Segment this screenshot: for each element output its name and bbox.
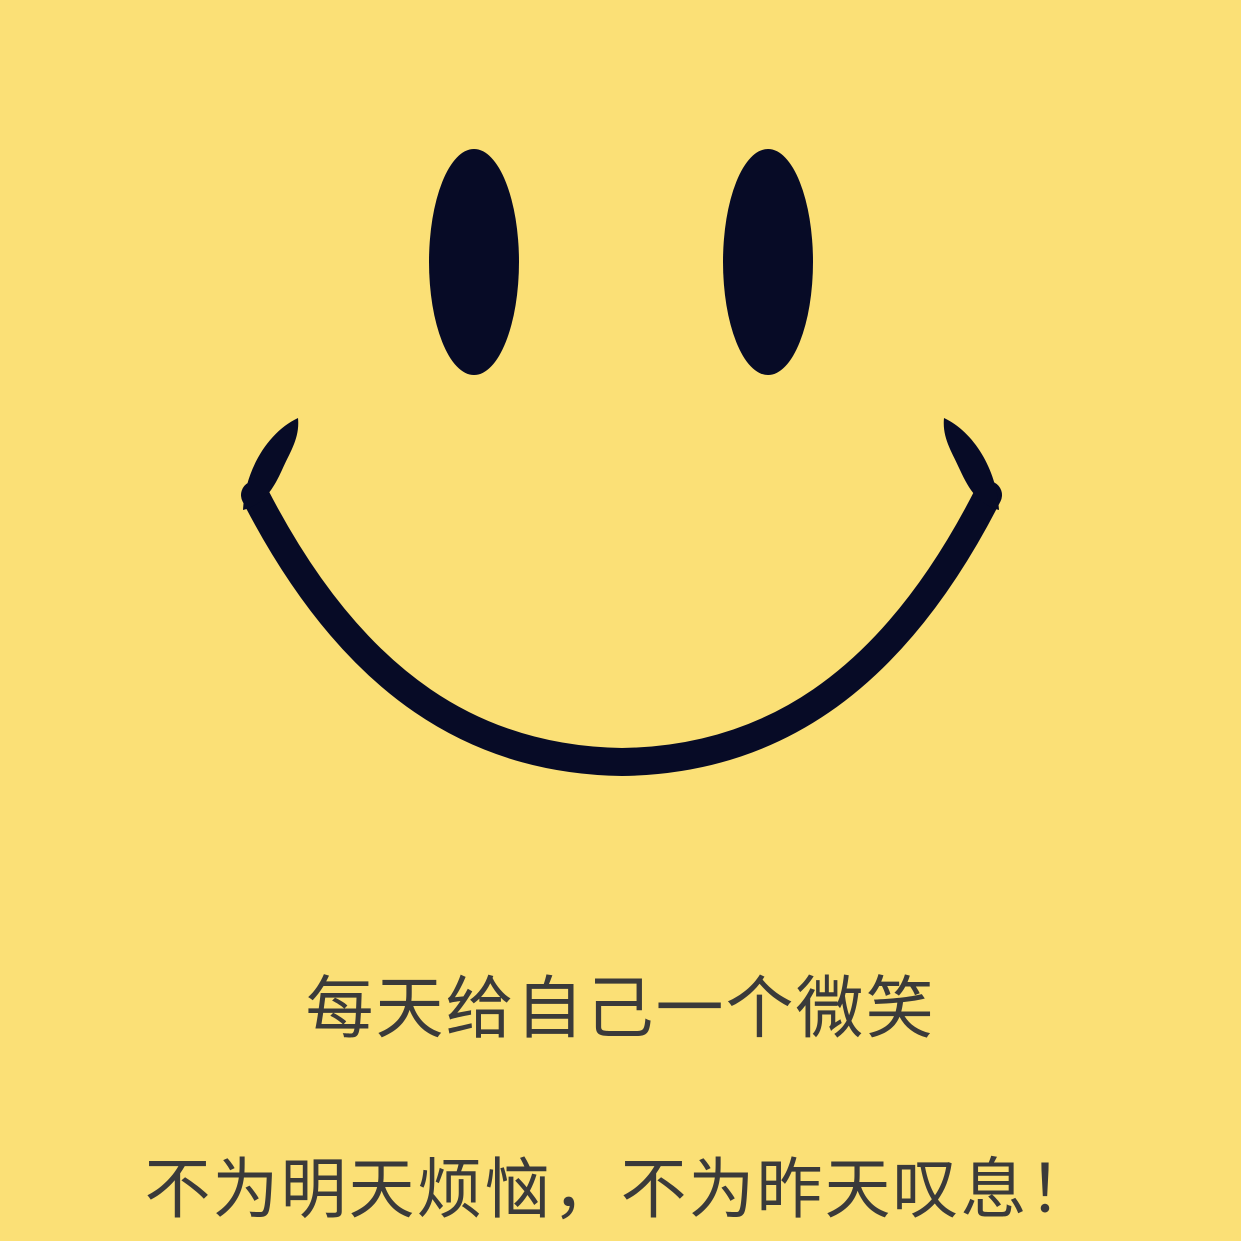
smile-left-cap bbox=[243, 418, 299, 510]
caption-smile-every-day: 每天给自己一个微笑 bbox=[305, 970, 936, 1049]
smile-mouth-icon bbox=[241, 481, 1002, 777]
left-eye-icon bbox=[429, 149, 519, 375]
right-eye-icon bbox=[723, 149, 813, 375]
caption-no-worry-no-sigh: 不为明天烦恼，不为昨天叹息！ bbox=[144, 1151, 1097, 1228]
smile-right-cap bbox=[943, 418, 999, 510]
